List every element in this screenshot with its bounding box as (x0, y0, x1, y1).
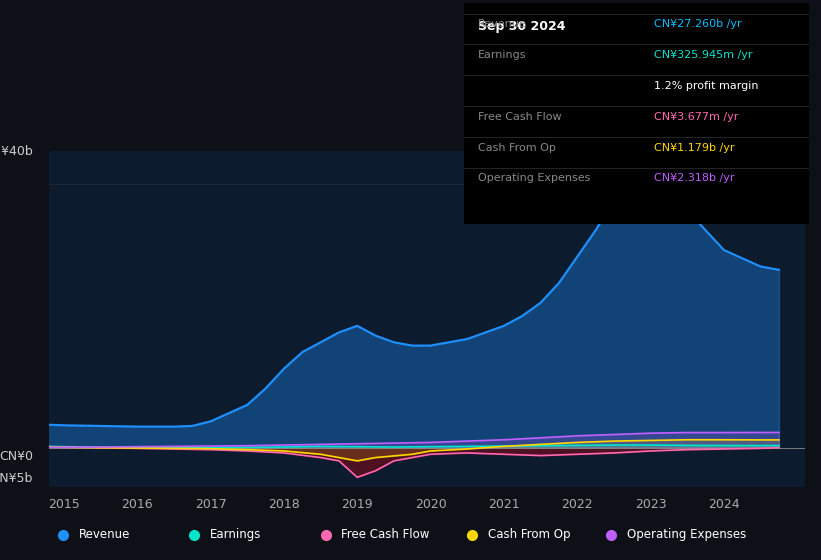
Text: Free Cash Flow: Free Cash Flow (341, 528, 429, 542)
Text: 2024: 2024 (708, 497, 740, 511)
Text: CN¥0: CN¥0 (0, 450, 33, 463)
Text: Free Cash Flow: Free Cash Flow (478, 112, 562, 122)
Text: 2019: 2019 (342, 497, 373, 511)
Text: 2021: 2021 (488, 497, 520, 511)
Text: CN¥40b: CN¥40b (0, 144, 33, 158)
Text: 2020: 2020 (415, 497, 447, 511)
Text: CN¥2.318b /yr: CN¥2.318b /yr (654, 174, 734, 183)
Text: Operating Expenses: Operating Expenses (478, 174, 590, 183)
Text: 2016: 2016 (122, 497, 153, 511)
Text: 2022: 2022 (562, 497, 593, 511)
Text: Earnings: Earnings (210, 528, 261, 542)
Text: 2023: 2023 (635, 497, 667, 511)
Text: CN¥27.260b /yr: CN¥27.260b /yr (654, 20, 741, 29)
Text: Sep 30 2024: Sep 30 2024 (478, 21, 565, 34)
Text: Revenue: Revenue (478, 20, 526, 29)
Text: CN¥3.677m /yr: CN¥3.677m /yr (654, 112, 738, 122)
Text: Operating Expenses: Operating Expenses (626, 528, 745, 542)
Text: Earnings: Earnings (478, 50, 526, 60)
Text: CN¥325.945m /yr: CN¥325.945m /yr (654, 50, 752, 60)
Text: Revenue: Revenue (79, 528, 130, 542)
Text: Cash From Op: Cash From Op (488, 528, 570, 542)
Text: Cash From Op: Cash From Op (478, 143, 556, 152)
Text: 2015: 2015 (48, 497, 80, 511)
Text: 2017: 2017 (195, 497, 227, 511)
Text: CN¥1.179b /yr: CN¥1.179b /yr (654, 143, 734, 152)
Text: -CN¥5b: -CN¥5b (0, 472, 33, 486)
Text: 2018: 2018 (268, 497, 300, 511)
Text: 1.2% profit margin: 1.2% profit margin (654, 81, 758, 91)
